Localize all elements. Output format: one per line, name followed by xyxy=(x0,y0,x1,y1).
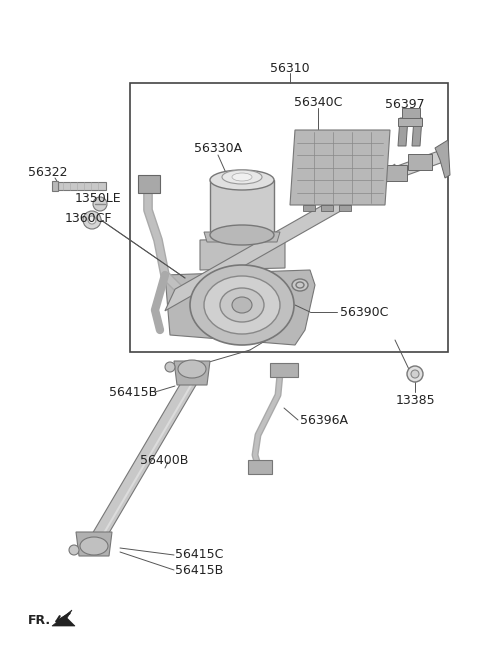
Polygon shape xyxy=(165,270,315,345)
Bar xyxy=(248,460,272,474)
Polygon shape xyxy=(387,150,447,180)
Text: 56415B: 56415B xyxy=(109,386,157,398)
Ellipse shape xyxy=(93,197,107,211)
Text: 1360CF: 1360CF xyxy=(64,211,112,224)
Polygon shape xyxy=(290,130,390,205)
Bar xyxy=(210,180,274,235)
Ellipse shape xyxy=(407,366,423,382)
Polygon shape xyxy=(412,118,422,146)
Bar xyxy=(402,108,420,118)
Bar xyxy=(303,205,315,211)
Polygon shape xyxy=(398,118,408,146)
Bar xyxy=(270,363,298,377)
Polygon shape xyxy=(52,181,58,191)
Text: 56310: 56310 xyxy=(270,62,310,75)
Polygon shape xyxy=(86,375,198,552)
Text: 56415C: 56415C xyxy=(175,548,223,562)
Text: FR.: FR. xyxy=(28,613,51,626)
Text: 56397: 56397 xyxy=(385,98,425,110)
Text: 56390C: 56390C xyxy=(340,306,388,319)
Ellipse shape xyxy=(232,297,252,313)
Text: 56396A: 56396A xyxy=(300,413,348,426)
Ellipse shape xyxy=(210,170,274,190)
Polygon shape xyxy=(58,182,106,190)
Text: 56340C: 56340C xyxy=(294,96,342,108)
Ellipse shape xyxy=(80,537,108,555)
Bar xyxy=(138,175,160,193)
Ellipse shape xyxy=(411,370,419,378)
Text: 56415B: 56415B xyxy=(175,564,223,577)
Polygon shape xyxy=(165,164,395,311)
Ellipse shape xyxy=(232,173,252,181)
Text: 56400B: 56400B xyxy=(140,453,188,466)
Polygon shape xyxy=(76,532,112,556)
Ellipse shape xyxy=(210,225,274,245)
Text: 1350LE: 1350LE xyxy=(75,192,121,205)
Text: 56330A: 56330A xyxy=(194,142,242,155)
Ellipse shape xyxy=(69,545,79,555)
Bar xyxy=(339,205,351,211)
Polygon shape xyxy=(398,118,422,126)
Polygon shape xyxy=(204,232,280,242)
Polygon shape xyxy=(383,165,407,181)
Ellipse shape xyxy=(88,216,96,224)
Ellipse shape xyxy=(204,276,280,334)
Text: 13385: 13385 xyxy=(395,394,435,407)
Text: 56322: 56322 xyxy=(28,165,68,178)
Ellipse shape xyxy=(190,265,294,345)
Polygon shape xyxy=(408,154,432,170)
Ellipse shape xyxy=(220,288,264,322)
Bar xyxy=(321,205,333,211)
Polygon shape xyxy=(52,610,75,626)
Polygon shape xyxy=(200,238,285,270)
Ellipse shape xyxy=(165,362,175,372)
Polygon shape xyxy=(174,361,210,385)
Bar xyxy=(130,83,448,352)
Polygon shape xyxy=(435,140,450,178)
Ellipse shape xyxy=(222,170,262,184)
Ellipse shape xyxy=(83,211,101,229)
Ellipse shape xyxy=(178,360,206,378)
Ellipse shape xyxy=(292,279,308,291)
